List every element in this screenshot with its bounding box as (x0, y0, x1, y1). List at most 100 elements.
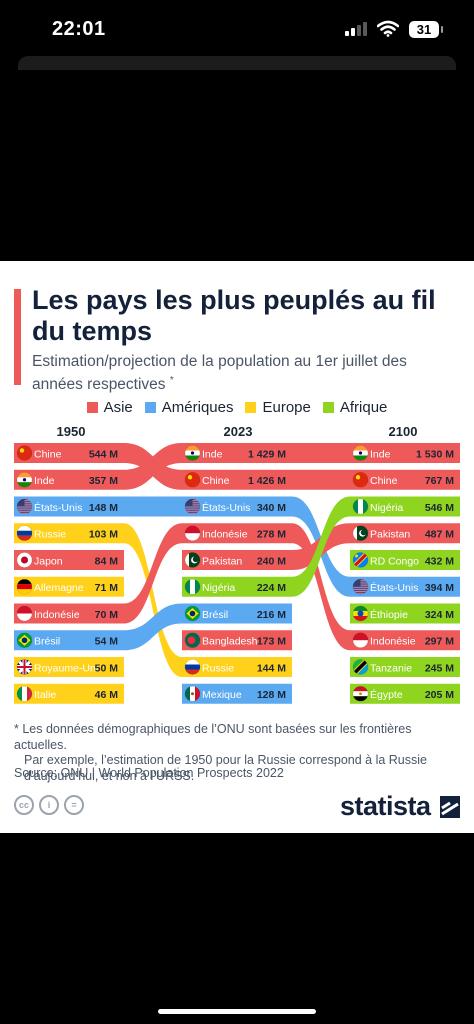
legend-item-ameriques: Amériques (144, 398, 234, 416)
pakistan-flag-icon (353, 525, 368, 541)
uk-flag-icon (17, 659, 32, 675)
battery-tip (441, 26, 443, 33)
value-label: 70 M (95, 609, 119, 621)
russia-flag-icon (185, 659, 200, 675)
bar-russie-2023: Russie 144 M (182, 657, 292, 677)
flow-chine-2023 (292, 469, 350, 490)
country-label: Indonésie (34, 609, 80, 621)
bar-rect (182, 550, 292, 570)
bar-italie-1950: Italie 46 M (14, 683, 124, 704)
value-label: 245 M (425, 662, 454, 674)
bar-rect (14, 496, 124, 517)
flow-inde-1950 (124, 443, 182, 490)
bar-inde-1950: Inde 357 M (14, 469, 124, 490)
bar-allemagne-1950: Allemagne 71 M (14, 576, 124, 597)
nd-icon: = (64, 795, 84, 815)
country-label: Japon (34, 555, 63, 567)
bar-chine-2100: Chine 767 M (350, 469, 460, 490)
status-bar: 22:01 31 (0, 0, 474, 60)
source-line: Source: ONU | World Population Prospects… (14, 766, 284, 780)
legend-swatch-asie (86, 401, 98, 413)
bar-rect (350, 550, 460, 570)
status-time: 22:01 (52, 18, 106, 40)
country-label: Inde (34, 475, 55, 487)
country-label: États-Unis (370, 581, 418, 594)
value-label: 1 426 M (248, 475, 286, 487)
usa-flag-icon (353, 579, 368, 594)
country-label: Égypte (370, 688, 403, 701)
battery-level: 31 (416, 22, 432, 37)
flow-etats-unis-1950 (124, 496, 182, 517)
bar-rect (182, 469, 292, 490)
bar-etats-unis-1950: États-Unis 148 M (14, 496, 124, 517)
year-header-2100: 2100 (389, 424, 418, 439)
bar-bresil-1950: Brésil 54 M (14, 630, 124, 651)
bar-pakistan-2100: Pakistan 487 M (350, 523, 460, 544)
value-label: 1 530 M (416, 448, 454, 460)
title-accent-bar (14, 289, 21, 385)
country-label: Brésil (202, 609, 228, 621)
value-label: 144 M (257, 662, 286, 674)
bar-rect (350, 630, 460, 651)
bar-rect (350, 657, 460, 677)
country-label: Italie (34, 689, 56, 701)
country-label: Bangladesh (202, 636, 258, 648)
flow-indonesie-1950 (124, 523, 182, 624)
footnote-line-2: Par exemple, l’estimation de 1950 pour l… (24, 753, 427, 767)
india-flag-icon (17, 472, 32, 488)
value-label: 324 M (425, 609, 454, 621)
by-icon: i (39, 795, 59, 815)
legend-label-asie: Asie (103, 398, 133, 416)
bar-japon-1950: Japon 84 M (14, 550, 124, 570)
value-label: 544 M (89, 448, 118, 460)
home-indicator (158, 1009, 316, 1014)
legend-label-europe: Europe (262, 398, 311, 416)
bar-indonesie-1950: Indonésie 70 M (14, 603, 124, 624)
value-label: 54 M (95, 636, 119, 648)
country-label: Royaume-Uni (34, 662, 98, 674)
subtitle-text: Estimation/projection de la population a… (32, 353, 407, 394)
bar-rect (14, 657, 124, 677)
country-label: États-Unis (202, 501, 250, 514)
bar-rect (14, 443, 124, 463)
country-label: Éthiopie (370, 608, 408, 621)
bump-chart: 1950 2023 2100 Chine 544 M Inde 357 M États-Uni… (14, 424, 460, 704)
bar-rect (350, 496, 460, 517)
value-label: 224 M (257, 582, 286, 594)
country-label: Chine (370, 475, 398, 487)
bar-rect (14, 576, 124, 597)
germany-flag-icon (17, 579, 32, 595)
legend-item-afrique: Afrique (322, 398, 387, 416)
country-label: RD Congo (370, 555, 419, 567)
bar-rect (182, 657, 292, 677)
value-label: 432 M (425, 555, 454, 567)
chart-title: Les pays les plus peuplés au fil du temp… (32, 285, 436, 346)
egypt-flag-icon (353, 686, 368, 702)
bar-rect (14, 683, 124, 704)
country-label: Inde (202, 448, 223, 460)
brazil-flag-icon (185, 606, 200, 621)
mexico-flag-icon (185, 686, 200, 702)
value-label: 278 M (257, 529, 286, 541)
value-label: 340 M (257, 502, 286, 514)
bar-rect (182, 683, 292, 704)
bar-rect (182, 576, 292, 597)
legend-label-ameriques: Amériques (161, 398, 234, 416)
bar-indonesie-2100: Indonésie 297 M (350, 630, 460, 651)
bar-mexique-2023: Mexique 128 M (182, 683, 292, 704)
year-header-1950: 1950 (57, 424, 86, 439)
bangladesh-flag-icon (185, 632, 200, 648)
legend: Asie Amériques Europe Afrique (0, 398, 474, 416)
bar-rect (14, 469, 124, 490)
bar-indonesie-2023: Indonésie 278 M (182, 523, 292, 544)
bar-rect (182, 630, 292, 651)
country-label: Pakistan (202, 555, 242, 567)
bar-rect (182, 443, 292, 463)
year-header-2023: 2023 (224, 424, 253, 439)
value-label: 297 M (425, 636, 454, 648)
value-label: 767 M (425, 475, 454, 487)
tanzania-flag-icon (353, 659, 368, 675)
value-label: 148 M (89, 502, 118, 514)
value-label: 71 M (95, 582, 119, 594)
japan-flag-icon (17, 552, 32, 568)
